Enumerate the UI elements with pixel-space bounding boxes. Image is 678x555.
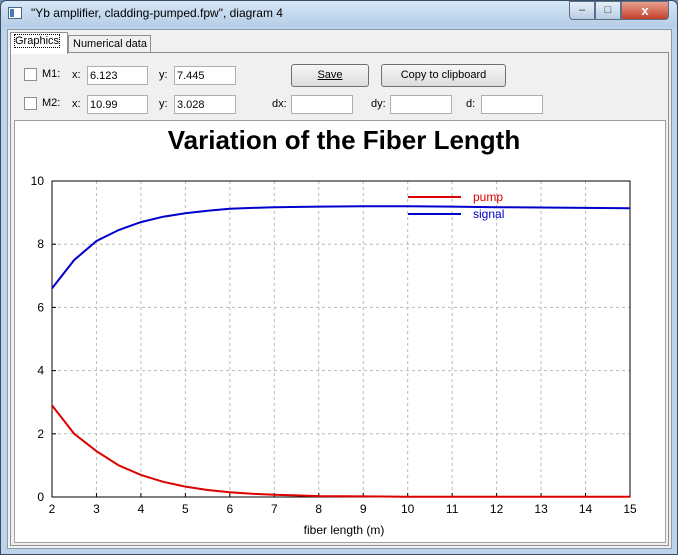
title-bar[interactable]: "Yb amplifier, cladding-pumped.fpw", dia… <box>1 1 677 27</box>
x-tick-label: 3 <box>93 502 100 516</box>
marker-m2-y-label: y: <box>159 98 168 110</box>
window-client-area: Graphics Numerical data M1: x: y: Save C… <box>7 29 672 549</box>
marker-m1-checkbox[interactable] <box>24 68 37 81</box>
x-tick-label: 14 <box>579 502 593 516</box>
marker-m2-x-field[interactable] <box>87 95 148 114</box>
distance-field[interactable] <box>481 95 543 114</box>
graphics-panel: M1: x: y: Save Copy to clipboard M2: x: … <box>10 52 669 546</box>
marker-m2-label: M2: <box>42 97 61 109</box>
delta-y-label: dy: <box>371 98 386 110</box>
marker-m2-y-field[interactable] <box>174 95 236 114</box>
y-tick-label: 10 <box>31 174 45 188</box>
x-tick-label: 8 <box>315 502 322 516</box>
x-tick-label: 10 <box>401 502 415 516</box>
x-tick-label: 2 <box>49 502 56 516</box>
tab-graphics[interactable]: Graphics <box>10 32 68 54</box>
x-tick-label: 12 <box>490 502 504 516</box>
x-tick-label: 4 <box>138 502 145 516</box>
maximize-button[interactable]: □ <box>595 1 621 20</box>
x-axis-label: fiber length (m) <box>304 523 385 537</box>
marker-m1-x-field[interactable] <box>87 66 148 85</box>
y-tick-label: 4 <box>37 364 44 378</box>
delta-x-field[interactable] <box>291 95 353 114</box>
x-tick-label: 11 <box>446 502 459 516</box>
copy-to-clipboard-button[interactable]: Copy to clipboard <box>381 64 506 87</box>
marker-m2-x-label: x: <box>72 98 81 110</box>
legend: pump signal <box>408 190 504 221</box>
fiber-length-chart: Variation of the Fiber Length 2 3 4 5 6 7 8 9 10… <box>31 125 637 537</box>
marker-m2-checkbox[interactable] <box>24 97 37 110</box>
tab-graphics-label: Graphics <box>13 34 61 48</box>
marker-m1-y-label: y: <box>159 69 168 81</box>
y-tick-label: 6 <box>37 300 44 314</box>
tab-numerical-data-label: Numerical data <box>73 38 147 50</box>
marker-m1-y-field[interactable] <box>174 66 236 85</box>
minimize-button[interactable]: ‒ <box>569 1 595 20</box>
delta-x-label: dx: <box>272 98 287 110</box>
legend-label-pump: pump <box>473 190 503 204</box>
app-icon[interactable] <box>8 7 22 19</box>
x-tick-label: 5 <box>182 502 189 516</box>
x-tick-label: 6 <box>227 502 234 516</box>
close-button[interactable]: x <box>621 1 669 20</box>
save-button[interactable]: Save <box>291 64 369 87</box>
x-tick-label: 15 <box>623 502 637 516</box>
tab-numerical-data[interactable]: Numerical data <box>68 35 151 53</box>
x-tick-label: 13 <box>534 502 548 516</box>
legend-label-signal: signal <box>473 207 504 221</box>
series-line-pump <box>51 404 630 498</box>
delta-y-field[interactable] <box>390 95 452 114</box>
series-layer <box>51 205 631 498</box>
x-tick-label: 9 <box>360 502 367 516</box>
marker-m1-x-label: x: <box>72 69 81 81</box>
axes-frame <box>51 180 631 498</box>
window-title: "Yb amplifier, cladding-pumped.fpw", dia… <box>31 6 283 20</box>
x-tick-label: 7 <box>271 502 278 516</box>
distance-label: d: <box>466 98 476 110</box>
y-tick-label: 8 <box>37 237 44 251</box>
chart-title: Variation of the Fiber Length <box>168 125 520 155</box>
plot-area: Variation of the Fiber Length 2 3 4 5 6 7 8 9 10… <box>14 120 666 543</box>
y-tick-label: 0 <box>37 490 44 504</box>
save-button-label: Save <box>317 69 343 81</box>
grid-layer <box>52 181 630 497</box>
marker-m1-label: M1: <box>42 68 61 80</box>
y-tick-label: 2 <box>37 427 44 441</box>
series-line-signal <box>51 205 631 290</box>
